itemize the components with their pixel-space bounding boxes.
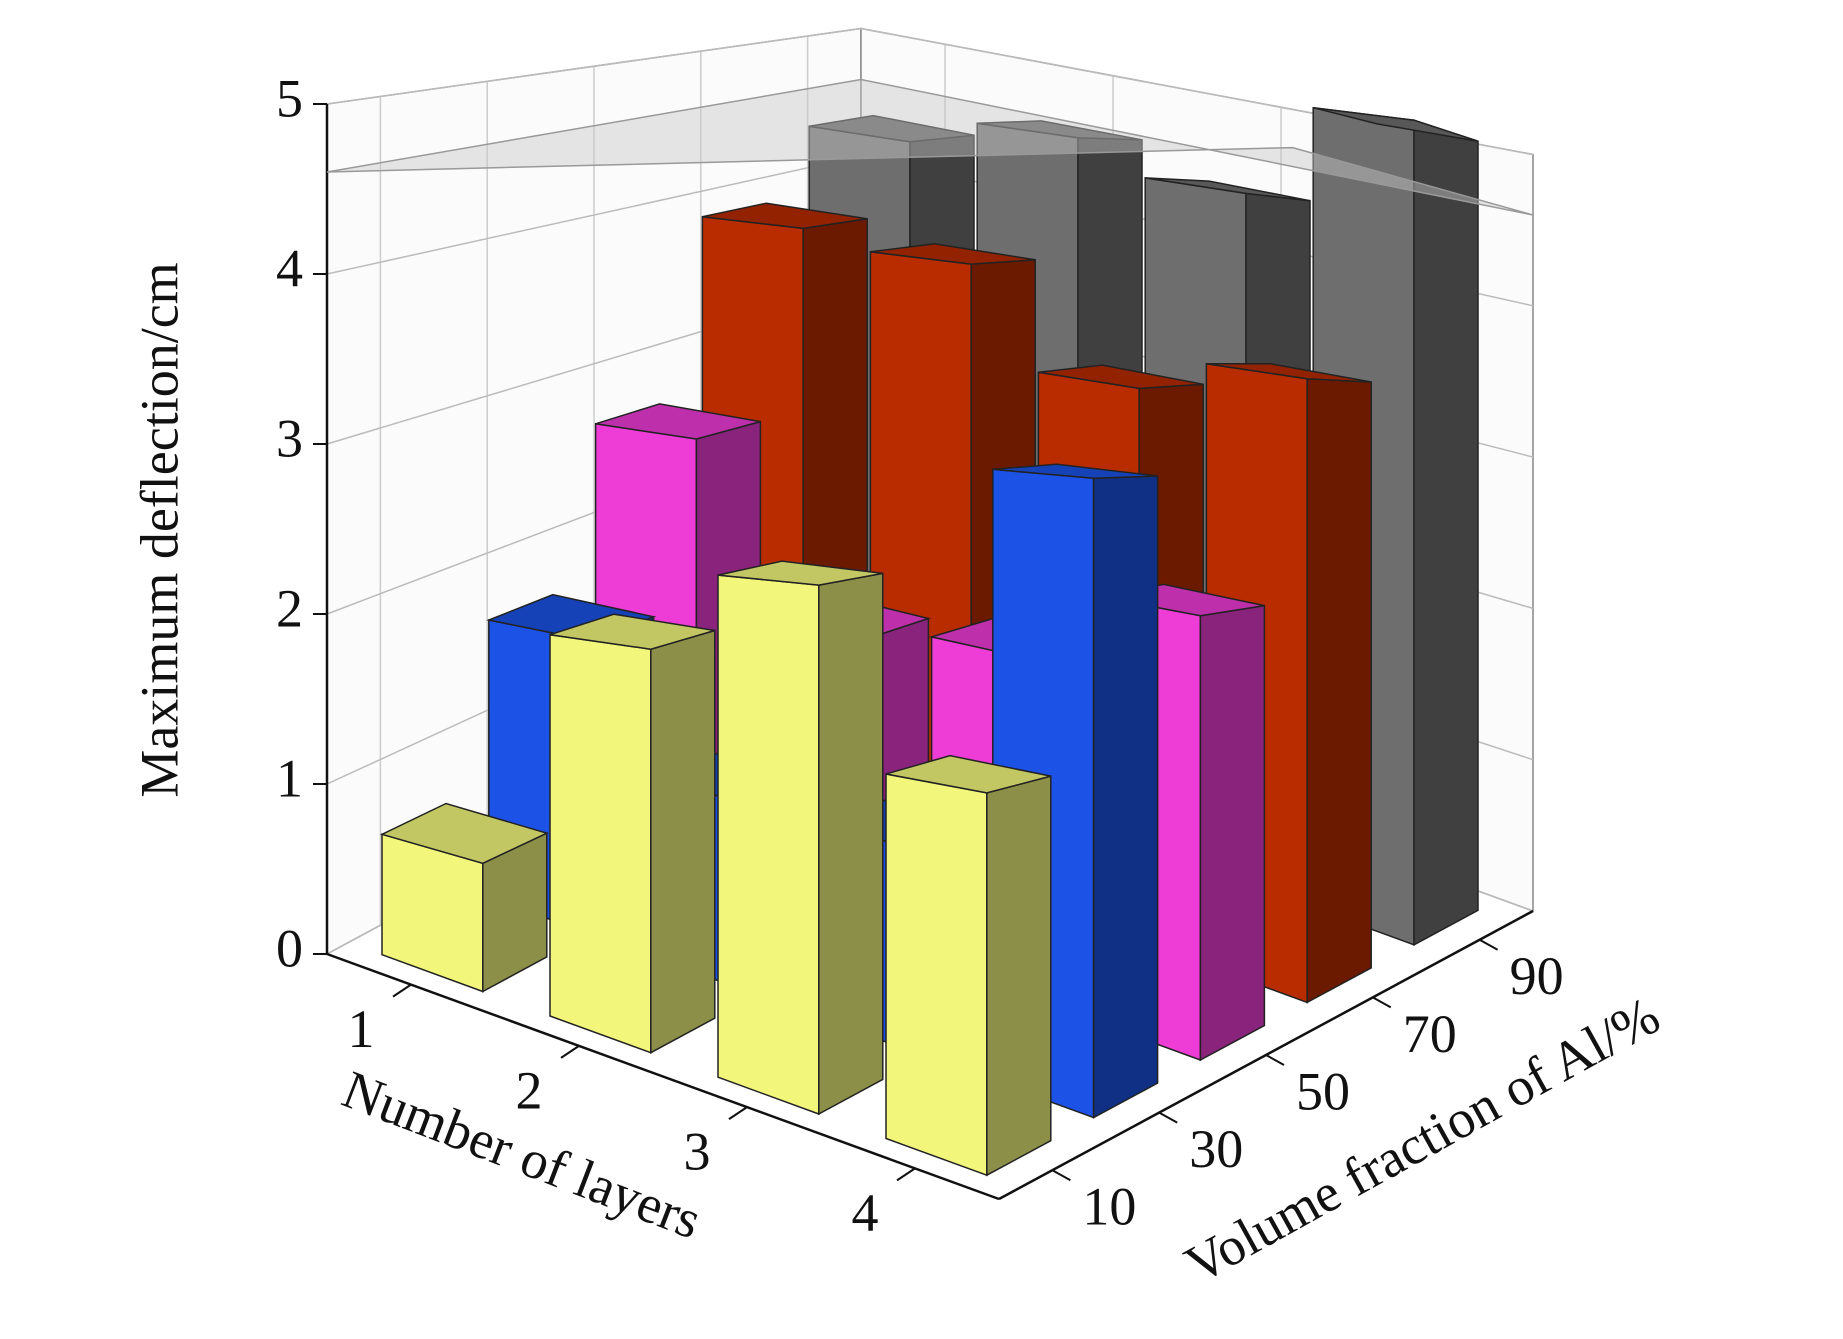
y-tick-label: 10 [1082,1177,1136,1237]
grid-line [326,27,1534,156]
bar-top [1038,364,1204,390]
y-tick [1265,1054,1285,1066]
bar [379,802,549,993]
bar-side [1413,119,1479,947]
bar-side [1092,475,1159,1119]
bars [379,106,1479,1177]
bar-top [549,613,716,650]
bar-side [986,775,1052,1177]
bar-top [870,243,1036,265]
bar-side [1306,378,1372,1004]
axis-line [326,952,1000,1201]
y-tick [1051,1169,1071,1182]
bar-top [809,114,975,143]
y-tick [1372,996,1392,1009]
bar [717,560,884,1116]
z-tick-label: 5 [276,68,303,128]
bar-front [885,773,988,1177]
bar-top [379,802,549,865]
x-tick-label: 1 [348,999,375,1059]
bar-top [992,463,1158,480]
bar-top [1206,363,1372,383]
bar-top [702,202,868,230]
bar-side [650,629,716,1054]
bar-top [1145,177,1311,202]
bar-top [595,403,761,440]
z-axis-title: Maximum deflection/cm [129,262,189,797]
x-tick [560,1045,580,1059]
bar [549,613,716,1054]
y-tick-label: 50 [1296,1061,1350,1121]
overlay [326,78,1534,216]
bar-top [1313,106,1479,142]
reference-plane [326,78,1534,216]
bar-side [1199,604,1266,1062]
x-tick [392,983,412,998]
y-tick-label: 70 [1403,1004,1457,1064]
y-tick-label: 30 [1189,1119,1243,1179]
z-tick-label: 3 [276,408,303,468]
bar-top [717,560,883,586]
z-tick-label: 0 [276,918,303,978]
bar [885,754,1052,1177]
z-tick-label: 2 [276,578,303,638]
x-tick [896,1167,916,1182]
x-tick [728,1106,748,1120]
bar-top [885,754,1051,794]
x-tick-label: 3 [684,1122,711,1182]
x-tick-label: 4 [852,1183,879,1243]
y-tick [1158,1111,1178,1124]
x-tick-label: 2 [516,1060,543,1120]
z-tick-label: 4 [276,238,303,298]
bar-front [549,633,652,1054]
bar-top [977,120,1143,141]
y-tick [1479,938,1499,951]
z-tick-label: 1 [276,748,303,808]
bar-front [717,574,820,1116]
y-tick-label: 90 [1510,946,1564,1006]
bar-side [818,572,884,1116]
